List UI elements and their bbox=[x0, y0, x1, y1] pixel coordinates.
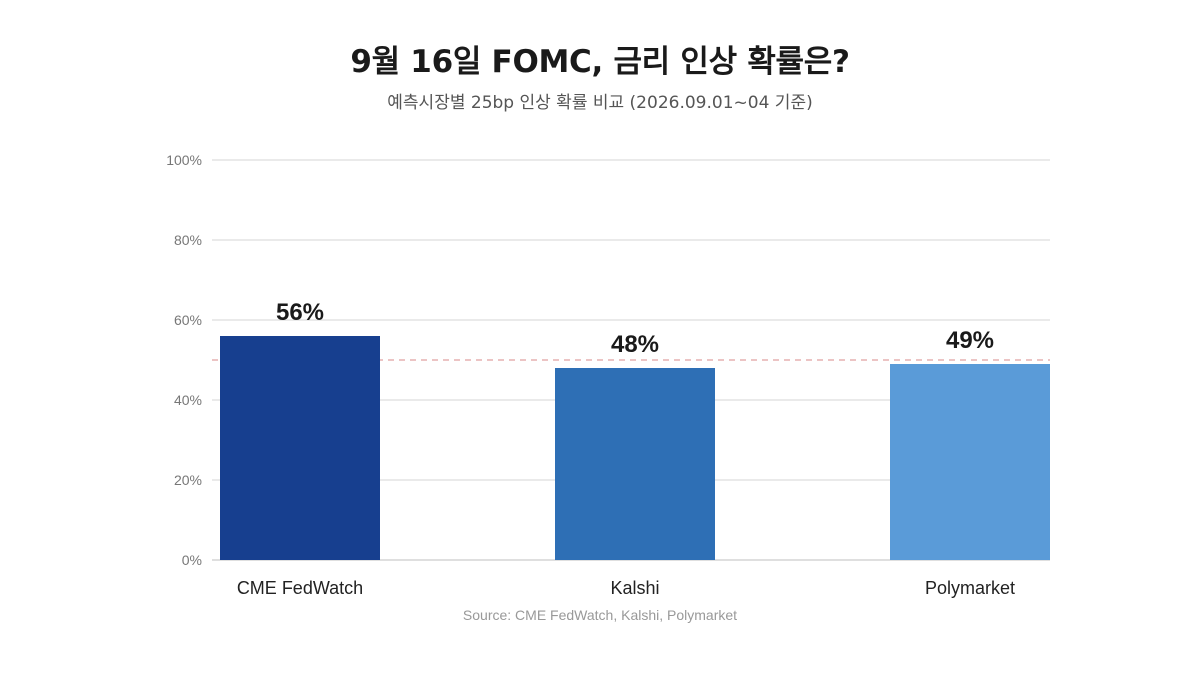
y-tick-label: 20% bbox=[174, 472, 202, 488]
category-label: Kalshi bbox=[610, 578, 659, 598]
y-tick-label: 100% bbox=[166, 152, 202, 168]
chart-title: 9월 16일 FOMC, 금리 인상 확률은? bbox=[350, 44, 850, 80]
bars bbox=[220, 336, 1050, 560]
y-tick-label: 80% bbox=[174, 232, 202, 248]
value-labels: 56% 48% 49% bbox=[276, 299, 994, 358]
y-axis-ticks: 0% 20% 40% 60% 80% 100% bbox=[166, 152, 202, 568]
value-label: 56% bbox=[276, 299, 324, 326]
source-note: Source: CME FedWatch, Kalshi, Polymarket bbox=[462, 607, 738, 623]
value-label: 49% bbox=[946, 327, 994, 354]
value-label: 48% bbox=[611, 331, 659, 358]
bar-kalshi bbox=[555, 368, 715, 560]
chart-subtitle: 예측시장별 25bp 인상 확률 비교 (2026.09.01~04 기준) bbox=[387, 93, 813, 113]
bar-cme-fedwatch bbox=[220, 336, 380, 560]
bar-polymarket bbox=[890, 364, 1050, 560]
category-labels: CME FedWatch Kalshi Polymarket bbox=[237, 578, 1015, 598]
y-tick-label: 40% bbox=[174, 392, 202, 408]
y-tick-label: 0% bbox=[182, 552, 202, 568]
y-tick-label: 60% bbox=[174, 312, 202, 328]
category-label: CME FedWatch bbox=[237, 578, 363, 598]
category-label: Polymarket bbox=[925, 578, 1015, 598]
